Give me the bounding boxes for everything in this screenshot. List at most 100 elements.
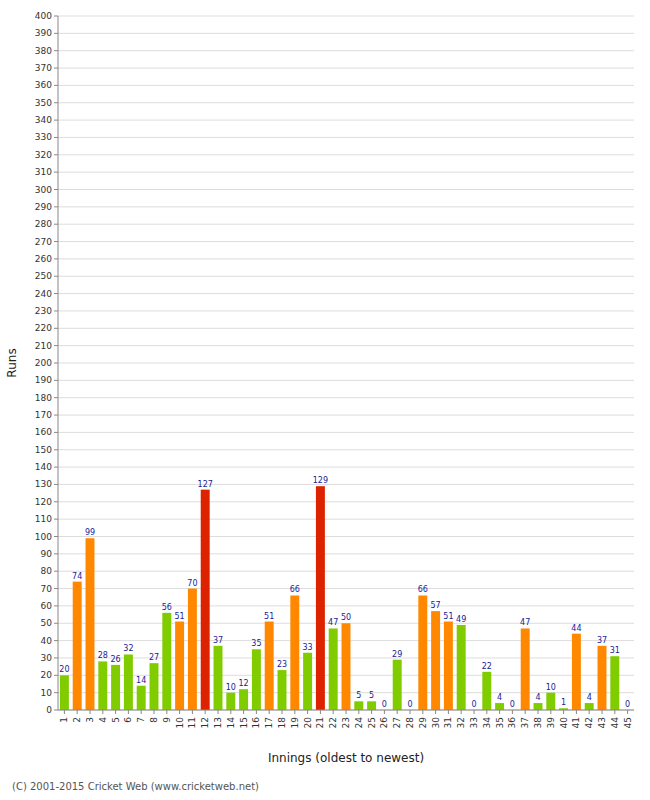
y-axis-line — [58, 16, 59, 710]
x-tick-label: 2 — [72, 717, 82, 723]
y-tick-label: 90 — [41, 549, 53, 559]
y-tick-label: 310 — [35, 167, 52, 177]
data-labels: 2074992826321427565170127371012355123663… — [59, 476, 630, 709]
grid-line — [58, 172, 634, 173]
bar — [162, 613, 171, 710]
y-tick — [54, 241, 58, 242]
x-tick — [320, 710, 321, 714]
data-label: 5 — [356, 691, 361, 700]
grid-line — [58, 397, 634, 398]
data-label: 32 — [123, 644, 133, 653]
x-tick-label: 28 — [405, 717, 415, 729]
y-tick — [54, 310, 58, 311]
y-tick — [54, 588, 58, 589]
y-tick — [54, 449, 58, 450]
y-tick-label: 370 — [35, 63, 52, 73]
x-tick — [461, 710, 462, 714]
y-tick-label: 260 — [35, 254, 52, 264]
x-tick-label: 17 — [264, 717, 274, 728]
y-tick-label: 220 — [35, 323, 52, 333]
data-label: 44 — [571, 624, 581, 633]
y-tick — [54, 710, 58, 711]
y-tick-label: 160 — [35, 427, 52, 437]
x-tick — [589, 710, 590, 714]
y-tick-label: 360 — [35, 80, 52, 90]
data-label: 99 — [85, 528, 95, 537]
data-label: 0 — [510, 700, 515, 709]
y-tick — [54, 553, 58, 554]
data-label: 0 — [382, 700, 387, 709]
bar — [278, 670, 287, 710]
grid-line — [58, 415, 634, 416]
y-tick-label: 380 — [35, 46, 52, 56]
y-tick — [54, 345, 58, 346]
data-label: 66 — [418, 585, 428, 594]
x-tick — [474, 710, 475, 714]
x-tick-label: 16 — [251, 717, 261, 729]
x-tick — [294, 710, 295, 714]
bar — [482, 672, 491, 710]
data-label: 51 — [443, 612, 453, 621]
data-label: 47 — [328, 618, 338, 627]
x-tick — [282, 710, 283, 714]
x-tick-label: 20 — [303, 717, 313, 729]
y-tick — [54, 363, 58, 364]
bar — [393, 660, 402, 710]
y-tick — [54, 328, 58, 329]
data-label: 20 — [59, 665, 69, 674]
y-tick — [54, 501, 58, 502]
x-tick-label: 29 — [418, 717, 428, 729]
x-tick — [371, 710, 372, 714]
bar — [521, 628, 530, 710]
x-tick-label: 19 — [290, 717, 300, 729]
grid-line — [58, 432, 634, 433]
x-tick-label: 21 — [315, 717, 325, 728]
x-tick — [128, 710, 129, 714]
y-tick-label: 30 — [41, 653, 53, 663]
y-tick — [54, 172, 58, 173]
x-tick — [602, 710, 603, 714]
y-tick — [54, 137, 58, 138]
bar — [124, 654, 133, 710]
y-tick — [54, 467, 58, 468]
y-tick — [54, 33, 58, 34]
y-tick-label: 390 — [35, 28, 52, 38]
bar — [418, 595, 427, 710]
grid-line — [58, 553, 634, 554]
y-tick-label: 290 — [35, 202, 52, 212]
y-tick-label: 60 — [41, 601, 53, 611]
data-label: 37 — [597, 636, 607, 645]
x-tick — [435, 710, 436, 714]
y-tick — [54, 50, 58, 51]
data-label: 0 — [407, 700, 412, 709]
bar — [329, 628, 338, 710]
grid-line — [58, 224, 634, 225]
x-tick-label: 3 — [85, 717, 95, 723]
x-tick — [205, 710, 206, 714]
bar — [98, 661, 107, 710]
bar — [431, 611, 440, 710]
bar — [214, 646, 223, 710]
y-tick-label: 40 — [41, 636, 53, 646]
x-tick — [90, 710, 91, 714]
y-tick-label: 70 — [41, 584, 53, 594]
y-tick-label: 210 — [35, 341, 52, 351]
x-tick-label: 7 — [136, 717, 146, 723]
grid-line — [58, 120, 634, 121]
x-tick-label: 10 — [175, 717, 185, 729]
bar — [239, 689, 248, 710]
grid-line — [58, 519, 634, 520]
x-tick-label: 12 — [200, 717, 210, 728]
x-tick — [397, 710, 398, 714]
bar — [226, 693, 235, 710]
x-tick — [64, 710, 65, 714]
y-tick — [54, 120, 58, 121]
x-tick — [346, 710, 347, 714]
data-label: 27 — [149, 653, 159, 662]
x-tick-label: 9 — [162, 717, 172, 723]
y-tick-label: 140 — [35, 462, 52, 472]
y-tick-label: 0 — [46, 705, 52, 715]
bar — [585, 703, 594, 710]
x-tick — [499, 710, 500, 714]
x-tick-label: 31 — [443, 717, 453, 728]
